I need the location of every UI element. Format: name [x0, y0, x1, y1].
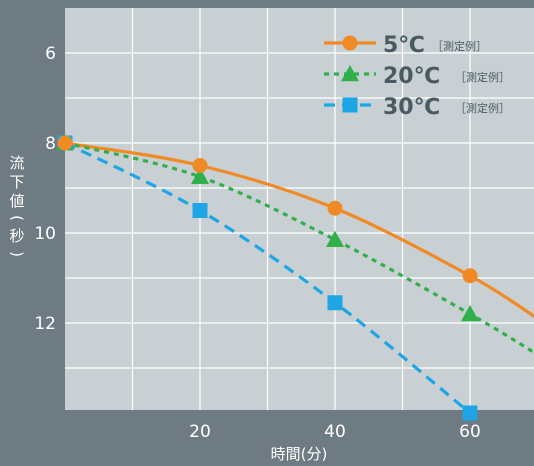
legend-label: 30℃ — [383, 95, 440, 120]
y-axis-title: 流下値 ( 秒) — [8, 154, 26, 257]
x-tick-label: 20 — [189, 422, 211, 442]
x-axis-title: 時間(分) — [271, 445, 328, 463]
y-axis-title-char: 下 — [9, 173, 24, 191]
data-point-5 — [462, 268, 478, 284]
plot-background — [65, 8, 534, 410]
y-axis-title-char: 値 — [9, 192, 24, 210]
data-point-5 — [192, 158, 208, 173]
x-tick-label: 40 — [324, 422, 346, 442]
y-tick-label: 8 — [45, 134, 56, 154]
data-point-20 — [461, 305, 479, 322]
x-tick-label: 60 — [459, 422, 481, 442]
y-axis-title-char: 秒 — [9, 227, 24, 245]
data-point-5 — [57, 135, 73, 151]
legend: 5℃ ［測定例］ 20℃ ［測定例］ 30℃ ［測定例］ — [324, 33, 510, 120]
y-tick-labels: 6 8 10 12 — [34, 44, 56, 334]
legend-marker — [342, 97, 358, 113]
series-line-20 — [64, 141, 534, 355]
y-tick-label: 12 — [34, 314, 56, 334]
legend-label: 20℃ — [383, 64, 440, 89]
data-point-20 — [326, 230, 344, 247]
legend-note: ［測定例］ — [432, 39, 487, 53]
legend-marker — [341, 65, 359, 82]
data-point-30 — [192, 203, 208, 218]
y-axis-title-char: ( — [8, 215, 26, 221]
y-axis-title-char: ) — [8, 251, 26, 257]
series-markers — [56, 134, 479, 421]
y-tick-label: 6 — [45, 44, 56, 64]
legend-note: ［測定例］ — [455, 70, 510, 84]
legend-note: ［測定例］ — [455, 101, 510, 115]
data-point-5 — [327, 200, 343, 216]
grid — [65, 8, 534, 410]
data-point-20 — [191, 167, 209, 184]
series-line-30 — [64, 141, 472, 415]
y-axis-title-char: 流 — [9, 154, 24, 172]
data-point-30 — [462, 405, 478, 421]
y-tick-label: 10 — [34, 224, 56, 244]
data-point-30 — [327, 295, 343, 311]
x-tick-labels: 20 40 60 — [189, 422, 481, 442]
legend-label: 5℃ — [383, 33, 425, 58]
legend-marker — [342, 35, 358, 51]
